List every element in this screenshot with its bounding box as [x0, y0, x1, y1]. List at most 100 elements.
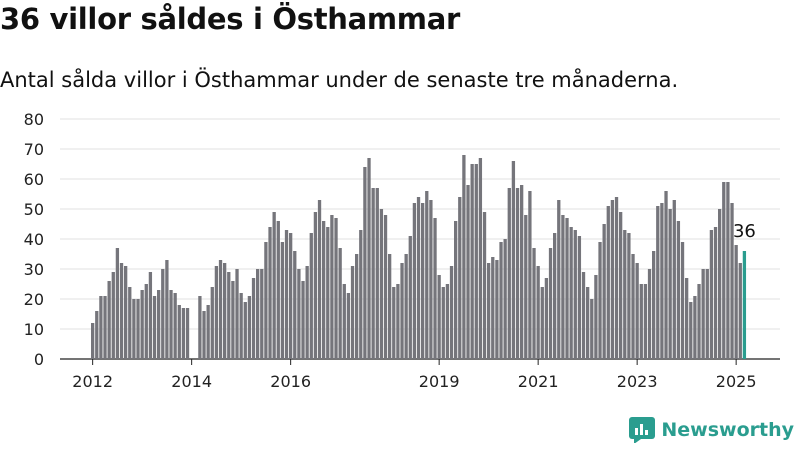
bar — [268, 227, 272, 359]
bar — [557, 200, 561, 359]
x-tick-label: 2016 — [270, 372, 311, 391]
bar — [565, 218, 569, 359]
bar — [713, 227, 718, 359]
bar — [383, 215, 388, 359]
bar — [140, 290, 144, 359]
bar — [231, 281, 235, 359]
bar — [95, 311, 99, 359]
bar — [251, 278, 256, 359]
x-tick-label: 2014 — [171, 372, 212, 391]
bar — [726, 182, 730, 359]
last-value-label: 36 — [733, 221, 756, 242]
bar — [235, 269, 239, 359]
bar — [511, 161, 516, 359]
bar — [326, 227, 330, 359]
x-tick-label: 2025 — [716, 372, 757, 391]
bar — [722, 182, 726, 359]
y-axis: 0 10 20 30 40 50 60 70 80 — [24, 110, 44, 369]
chart-data-labels: 36 — [733, 221, 756, 242]
page-title: 36 villor såldes i Östhammar — [0, 2, 460, 36]
bar — [115, 248, 120, 359]
bar — [301, 281, 305, 359]
bar — [639, 284, 643, 359]
bar — [742, 251, 747, 359]
bar — [606, 206, 610, 359]
bar — [590, 299, 594, 359]
bar — [680, 242, 685, 359]
bar — [445, 284, 450, 359]
bar — [499, 242, 503, 359]
bar — [161, 269, 165, 359]
bar — [214, 266, 219, 359]
bar — [165, 260, 169, 359]
bar — [548, 248, 553, 359]
bar — [359, 230, 363, 359]
bar — [462, 155, 466, 359]
bar — [449, 266, 454, 359]
bar — [355, 254, 359, 359]
bar — [392, 287, 396, 359]
bar — [668, 209, 672, 359]
bar — [553, 233, 557, 359]
bar — [544, 278, 549, 359]
bar — [701, 269, 705, 359]
bar — [284, 230, 289, 359]
bar — [532, 248, 536, 359]
bar — [322, 221, 326, 359]
bar — [540, 287, 544, 359]
bar — [515, 188, 520, 359]
bar — [458, 197, 462, 359]
bar — [404, 254, 408, 359]
chart-subtitle: Antal sålda villor i Östhammar under de … — [0, 68, 679, 92]
bar — [631, 254, 635, 359]
bar — [396, 284, 400, 359]
bar — [602, 224, 606, 359]
y-tick-label: 70 — [24, 140, 44, 159]
bar — [218, 260, 223, 359]
bar — [272, 212, 276, 359]
bar — [478, 158, 483, 359]
bar — [132, 299, 136, 359]
bar — [111, 272, 115, 359]
brand-name: Newsworthy — [661, 419, 794, 441]
bar — [293, 251, 297, 359]
bar — [210, 287, 214, 359]
bar — [169, 290, 173, 359]
bar — [317, 200, 322, 359]
bar — [227, 272, 231, 359]
bar — [91, 323, 95, 359]
bar — [276, 221, 280, 359]
x-tick-label: 2023 — [617, 372, 658, 391]
bar — [561, 215, 565, 359]
bar — [412, 203, 417, 359]
newsworthy-logo-icon — [629, 417, 656, 443]
bar — [573, 230, 577, 359]
bar — [173, 293, 177, 359]
bar — [346, 293, 351, 359]
bar — [586, 287, 590, 359]
bar — [734, 245, 738, 359]
bar — [705, 269, 709, 359]
bar — [524, 215, 528, 359]
bar — [503, 239, 507, 359]
bar — [429, 200, 433, 359]
bar — [289, 233, 293, 359]
bar — [482, 212, 487, 359]
bar — [124, 266, 128, 359]
bar — [103, 296, 107, 359]
bar — [577, 236, 582, 359]
bar — [223, 263, 227, 359]
bar — [264, 242, 268, 359]
bar — [334, 218, 338, 359]
bar — [685, 278, 689, 359]
newsworthy-brand: Newsworthy — [629, 416, 794, 444]
bar — [309, 233, 313, 359]
bar — [144, 284, 148, 359]
chart-bars — [91, 155, 747, 359]
bar — [693, 296, 697, 359]
bar — [375, 188, 379, 359]
bar — [367, 158, 371, 359]
bar — [363, 167, 367, 359]
bar — [148, 272, 153, 359]
bar — [697, 284, 701, 359]
